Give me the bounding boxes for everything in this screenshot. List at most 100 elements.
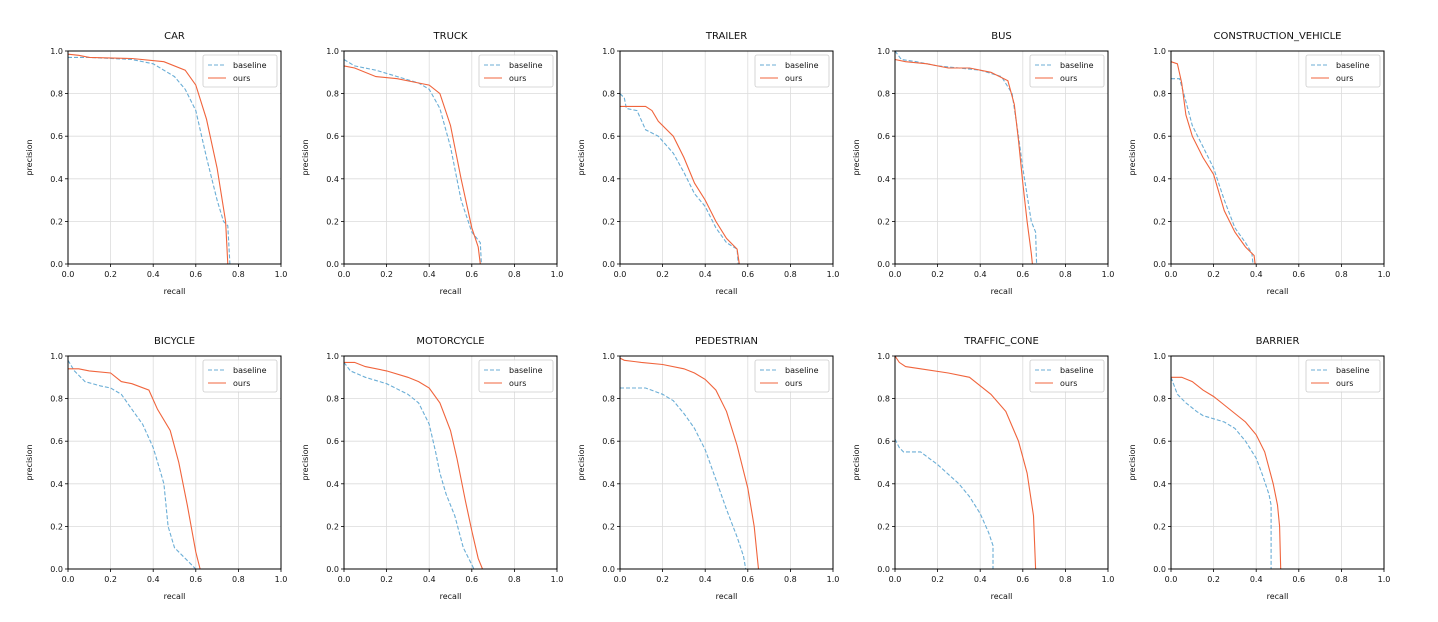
y-tick-label: 0.0: [50, 260, 63, 269]
y-tick-label: 1.0: [326, 352, 339, 361]
x-tick-label: 1.0: [1378, 270, 1391, 279]
x-tick-label: 0.8: [1335, 270, 1348, 279]
subplot-car: 0.00.0 0.2 0.2 0.4 0.4 0.6 0.6 0.8 0.8 1.0 1.0 CAR r…: [25, 31, 287, 296]
legend: baseline ours: [754, 54, 830, 88]
axes-frame: [1170, 50, 1385, 265]
axes-frame: [894, 355, 1109, 570]
y-tick-label: 0.2: [877, 217, 890, 226]
legend-label: ours: [1060, 379, 1077, 388]
subplot-construction_vehicle: 0.00.0 0.2 0.2 0.4 0.4 0.6 0.6 0.8 0.8 1.0 1.0 CONS…: [1128, 31, 1390, 296]
x-axis-label: recall: [716, 592, 738, 601]
x-axis-label: recall: [164, 592, 186, 601]
x-tick-label: 0.0: [614, 575, 627, 584]
legend: baseline ours: [202, 359, 278, 393]
legend-box: [754, 359, 830, 393]
series-line-ours: [68, 368, 201, 570]
x-tick-label: 0.8: [508, 575, 521, 584]
y-axis-label: precision: [577, 139, 586, 175]
legend-label: ours: [785, 379, 802, 388]
axes-frame: [619, 50, 834, 265]
axes-frame: [67, 355, 282, 570]
legend-label: ours: [1060, 74, 1077, 83]
legend-label: baseline: [785, 61, 819, 70]
y-tick-label: 0.8: [1153, 90, 1166, 99]
subplot-bicycle: 0.00.0 0.2 0.2 0.4 0.4 0.6 0.6 0.8 0.8 1.0 1.0 BICY…: [25, 336, 287, 601]
y-tick-label: 0.6: [50, 132, 63, 141]
y-tick-label: 0.0: [50, 565, 63, 574]
series-line-ours: [1171, 376, 1282, 570]
x-tick-label: 0.6: [465, 270, 478, 279]
x-tick-label: 0.8: [508, 270, 521, 279]
y-tick-label: 0.6: [1153, 132, 1166, 141]
legend-box: [754, 54, 830, 88]
x-axis-label: recall: [1267, 592, 1289, 601]
x-tick-label: 1.0: [551, 575, 564, 584]
legend-box: [1029, 54, 1105, 88]
legend-box: [478, 359, 554, 393]
series-line-baseline: [894, 438, 994, 569]
series-line-baseline: [619, 93, 739, 265]
y-tick-label: 1.0: [1153, 352, 1166, 361]
axes-frame: [343, 50, 558, 265]
x-axis-label: recall: [440, 287, 462, 296]
x-tick-label: 0.2: [1207, 575, 1220, 584]
legend-label: baseline: [785, 366, 819, 375]
y-tick-label: 1.0: [877, 352, 890, 361]
y-tick-label: 0.2: [602, 217, 615, 226]
y-tick-label: 0.2: [877, 522, 890, 531]
y-axis-label: precision: [301, 444, 310, 480]
legend-label: ours: [509, 379, 526, 388]
x-tick-label: 0.0: [338, 575, 351, 584]
y-axis-label: precision: [1128, 139, 1137, 175]
x-tick-label: 0.2: [931, 575, 944, 584]
legend-label: baseline: [233, 366, 267, 375]
series-line-baseline: [343, 362, 475, 570]
x-tick-label: 0.8: [232, 270, 245, 279]
x-tick-label: 0.4: [423, 575, 436, 584]
x-tick-label: 0.0: [614, 270, 627, 279]
y-tick-label: 1.0: [326, 47, 339, 56]
subplot-title: TRAILER: [705, 31, 747, 42]
y-axis-label: precision: [852, 444, 861, 480]
x-tick-label: 0.6: [741, 270, 754, 279]
x-tick-label: 0.8: [1059, 270, 1072, 279]
x-tick-label: 1.0: [827, 270, 840, 279]
x-tick-label: 0.8: [784, 270, 797, 279]
series-line-ours: [894, 58, 1033, 265]
legend-box: [202, 359, 278, 393]
axes-frame: [343, 355, 558, 570]
legend-label: baseline: [1060, 366, 1094, 375]
legend-label: baseline: [509, 366, 543, 375]
subplot-title: BARRIER: [1256, 336, 1300, 347]
subplot-title: MOTORCYCLE: [416, 336, 484, 347]
x-tick-label: 0.4: [974, 270, 987, 279]
x-tick-label: 0.8: [232, 575, 245, 584]
legend-label: ours: [233, 74, 250, 83]
y-tick-label: 1.0: [50, 47, 63, 56]
legend: baseline ours: [1029, 54, 1105, 88]
legend-label: ours: [1336, 379, 1353, 388]
x-tick-label: 0.2: [656, 575, 669, 584]
legend-label: ours: [785, 74, 802, 83]
x-tick-label: 0.6: [465, 575, 478, 584]
x-tick-label: 1.0: [1102, 575, 1115, 584]
x-tick-label: 0.4: [974, 575, 987, 584]
x-axis-label: recall: [440, 592, 462, 601]
x-axis-label: recall: [991, 287, 1013, 296]
axes-frame: [67, 50, 282, 265]
y-tick-label: 0.4: [50, 175, 63, 184]
series-line-ours: [619, 357, 760, 570]
legend: baseline ours: [202, 54, 278, 88]
series-line-baseline: [1170, 377, 1272, 569]
x-tick-label: 1.0: [551, 270, 564, 279]
y-tick-label: 0.4: [1153, 175, 1166, 184]
y-axis-label: precision: [25, 139, 34, 175]
series-line-baseline: [68, 56, 231, 265]
series-line-ours: [620, 105, 740, 265]
x-tick-label: 0.6: [1016, 575, 1029, 584]
y-tick-label: 0.4: [326, 175, 339, 184]
y-tick-label: 1.0: [1153, 47, 1166, 56]
subplot-barrier: 0.00.0 0.2 0.2 0.4 0.4 0.6 0.6 0.8 0.8 1.0 1.0 BARR…: [1128, 336, 1390, 601]
x-tick-label: 0.2: [656, 270, 669, 279]
y-tick-label: 0.0: [326, 565, 339, 574]
